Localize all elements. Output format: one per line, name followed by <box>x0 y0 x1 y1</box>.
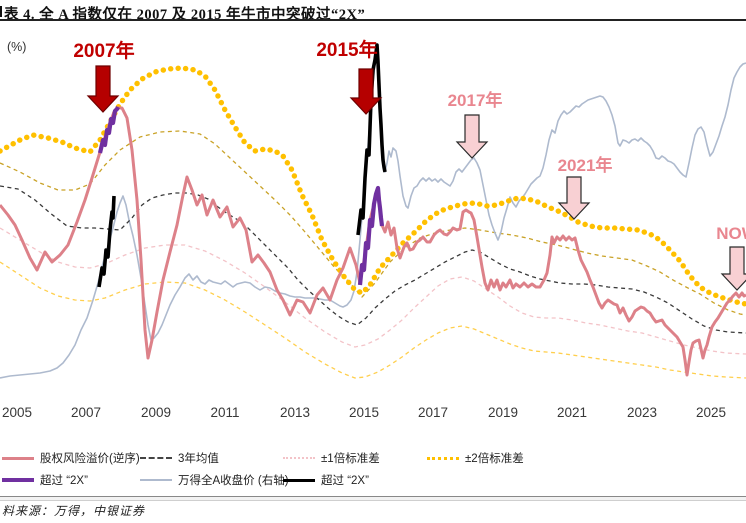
annotation-label-2017年: 2017年 <box>448 90 503 110</box>
legend-label: 万得全A收盘价 (右轴) <box>178 475 289 487</box>
series-price_exceed_2x_2007 <box>97 195 116 288</box>
series-minus1_std_band <box>0 227 746 355</box>
x-tick-2007: 2007 <box>71 405 101 420</box>
legend-label: 超过 “2X” <box>40 475 88 487</box>
legend-item-0-2: ±1倍标准差 <box>283 450 380 466</box>
legend-sample-solid <box>283 478 315 482</box>
legend-item-1-1: 万得全A收盘价 (右轴) <box>140 472 289 488</box>
annotation-arrow-2017年 <box>455 114 489 159</box>
x-tick-2017: 2017 <box>418 405 448 420</box>
series-plus1_std_band <box>0 130 746 316</box>
legend-label: 股权风险溢价(逆序) <box>40 453 140 465</box>
footer-divider <box>0 496 746 501</box>
annotation-arrow-2007年 <box>86 65 120 113</box>
annotation-label-2021年: 2021年 <box>558 155 613 175</box>
legend-label: 超过 “2X” <box>321 475 369 487</box>
clipped-title-fragment <box>0 6 2 17</box>
series-erp_inverted <box>0 106 746 377</box>
annotation-label-2015年: 2015年 <box>316 38 377 61</box>
x-tick-2009: 2009 <box>141 405 171 420</box>
series-wind_all_a_close <box>0 44 746 379</box>
legend-sample-dotted <box>283 457 315 459</box>
source-note: 料来源：万得，中银证券 <box>2 504 146 518</box>
x-tick-2019: 2019 <box>488 405 518 420</box>
series-mean_3y <box>0 185 746 334</box>
series-erp_exceed_2x_2007 <box>97 106 120 154</box>
legend-sample-solid <box>140 479 172 481</box>
chart-legend: 股权风险溢价(逆序) 3年均值 ±1倍标准差 ±2倍标准差超过 “2X” 万得全A收盘价… <box>0 446 746 494</box>
x-tick-2015: 2015 <box>349 405 379 420</box>
annotation-arrow-2021年 <box>557 176 591 220</box>
legend-item-1-0: 超过 “2X” <box>2 472 88 488</box>
legend-label: ±1倍标准差 <box>321 453 380 465</box>
legend-item-0-3: ±2倍标准差 <box>427 450 524 466</box>
x-tick-2011: 2011 <box>210 405 239 420</box>
series-price_exceed_2x_2015 <box>356 43 387 236</box>
x-tick-2021: 2021 <box>557 405 587 420</box>
legend-item-0-0: 股权风险溢价(逆序) <box>2 450 140 466</box>
legend-label: ±2倍标准差 <box>465 453 524 465</box>
annotation-arrow-NOW <box>720 246 746 291</box>
legend-label: 3年均值 <box>178 453 219 465</box>
legend-item-1-2: 超过 “2X” <box>283 472 369 488</box>
legend-sample-solid <box>2 456 34 460</box>
y-axis-unit-label: (%) <box>7 40 27 54</box>
annotation-label-NOW: NOW <box>716 224 746 243</box>
x-tick-2005: 2005 <box>2 405 32 420</box>
legend-sample-solid <box>2 478 34 482</box>
title-divider <box>0 19 746 21</box>
x-tick-2025: 2025 <box>696 405 726 420</box>
legend-item-0-1: 3年均值 <box>140 450 219 466</box>
annotation-arrow-2015年 <box>349 68 383 115</box>
annotation-label-2007年: 2007年 <box>73 39 134 62</box>
x-tick-2013: 2013 <box>280 405 310 420</box>
series-minus2_std_band <box>0 261 746 379</box>
legend-sample-dashed <box>140 457 172 459</box>
x-tick-2023: 2023 <box>627 405 657 420</box>
legend-sample-dotted <box>427 456 459 460</box>
series-erp_exceed_2x_2015 <box>357 185 385 286</box>
